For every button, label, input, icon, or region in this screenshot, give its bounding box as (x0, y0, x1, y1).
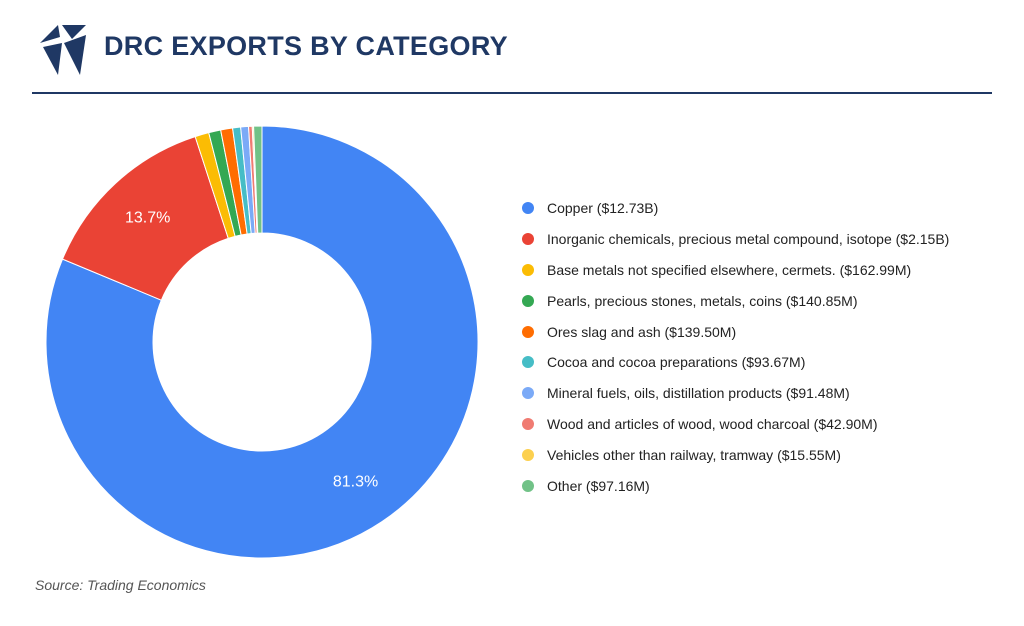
source-note: Source: Trading Economics (35, 577, 206, 593)
legend-swatch (522, 356, 534, 369)
legend-swatch (522, 417, 534, 430)
legend-item: Pearls, precious stones, metals, coins (… (522, 285, 949, 316)
legend-item: Inorganic chemicals, precious metal comp… (522, 224, 949, 255)
legend-item: Other ($97.16M) (522, 470, 949, 501)
page-title: DRC EXPORTS BY CATEGORY (104, 31, 508, 61)
legend-label: Base metals not specified elsewhere, cer… (547, 261, 912, 278)
legend-item: Mineral fuels, oils, distillation produc… (522, 378, 949, 409)
legend-swatch (522, 387, 534, 400)
legend-swatch (522, 448, 534, 461)
header-divider (32, 92, 992, 94)
chart-legend: Copper ($12.73B) Inorganic chemicals, pre… (522, 193, 949, 501)
donut-slice (61, 135, 229, 301)
donut-slice (45, 125, 479, 559)
legend-label: Inorganic chemicals, precious metal comp… (547, 231, 950, 248)
legend-label: Copper ($12.73B) (547, 200, 659, 217)
legend-label: Cocoa and cocoa preparations ($93.67M) (547, 354, 806, 371)
legend-item: Copper ($12.73B) (522, 193, 949, 224)
legend-label: Wood and articles of wood, wood charcoal… (547, 415, 878, 432)
legend-item: Wood and articles of wood, wood charcoal… (522, 409, 949, 440)
legend-swatch (522, 325, 534, 338)
donut-slice (253, 125, 263, 234)
legend-swatch (522, 233, 534, 246)
legend-label: Ores slag and ash ($139.50M) (547, 323, 737, 340)
brand-logo-icon (40, 25, 86, 75)
legend-swatch (522, 294, 534, 307)
legend-item: Base metals not specified elsewhere, cer… (522, 255, 949, 286)
legend-label: Pearls, precious stones, metals, coins (… (547, 292, 858, 309)
slice-data-label: 81.3% (333, 474, 378, 491)
legend-swatch (522, 479, 534, 492)
legend-item: Ores slag and ash ($139.50M) (522, 316, 949, 347)
slice-data-label: 13.7% (125, 210, 170, 227)
legend-label: Other ($97.16M) (547, 477, 650, 494)
legend-swatch (522, 263, 534, 276)
legend-item: Cocoa and cocoa preparations ($93.67M) (522, 347, 949, 378)
legend-label: Vehicles other than railway, tramway ($1… (547, 446, 841, 463)
legend-swatch (522, 202, 534, 215)
legend-label: Mineral fuels, oils, distillation produc… (547, 385, 850, 402)
legend-item: Vehicles other than railway, tramway ($1… (522, 439, 949, 470)
